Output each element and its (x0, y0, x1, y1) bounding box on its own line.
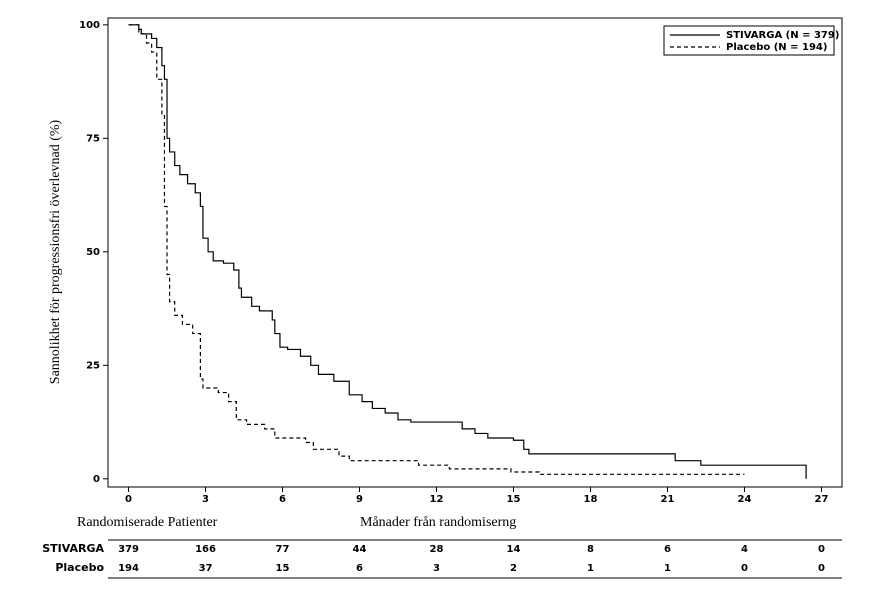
x-tick-label: 6 (279, 494, 286, 505)
x-tick-label: 18 (584, 494, 598, 505)
risk-count: 166 (195, 544, 216, 555)
legend-box (663, 25, 835, 56)
risk-count: 14 (507, 544, 521, 555)
x-tick-label: 21 (661, 494, 675, 505)
x-tick-label: 15 (507, 494, 521, 505)
x-tick-label: 9 (356, 494, 363, 505)
survival-curve (128, 24, 745, 475)
y-tick-label: 50 (86, 247, 100, 258)
legend-label: Placebo (N = 194) (726, 42, 827, 53)
risk-count: 44 (353, 544, 367, 555)
risk-count: 194 (118, 563, 139, 574)
x-tick-label: 24 (738, 494, 752, 505)
y-axis-label: Sannolikhet för progressionsfri överlevn… (48, 119, 63, 384)
risk-row-name: Placebo (55, 561, 104, 574)
risk-count: 77 (276, 544, 290, 555)
risk-count: 3 (433, 563, 440, 574)
risk-count: 0 (741, 563, 748, 574)
y-tick-label: 100 (79, 20, 100, 31)
plot-frame (107, 17, 843, 488)
risk-count: 8 (587, 544, 594, 555)
risk-count: 6 (356, 563, 363, 574)
risk-count: 15 (276, 563, 290, 574)
risk-count: 1 (664, 563, 671, 574)
legend-label: STIVARGA (N = 379) (726, 30, 839, 41)
x-tick-label: 3 (202, 494, 209, 505)
risk-count: 1 (587, 563, 594, 574)
y-tick-label: 25 (86, 360, 100, 371)
risk-count: 28 (430, 544, 444, 555)
risk-count: 37 (199, 563, 213, 574)
risk-row-name: STIVARGA (42, 542, 104, 555)
x-tick-label: 0 (125, 494, 132, 505)
risk-count: 379 (118, 544, 139, 555)
survival-curve (128, 24, 807, 479)
x-tick-label: 12 (430, 494, 444, 505)
risk-table-title: Randomiserade Patienter (77, 515, 218, 530)
x-axis-label: Månader från randomiserng (360, 515, 516, 530)
risk-count: 6 (664, 544, 671, 555)
risk-count: 4 (741, 544, 748, 555)
risk-count: 0 (818, 563, 825, 574)
y-tick-label: 75 (86, 133, 100, 144)
risk-count: 0 (818, 544, 825, 555)
y-tick-label: 0 (93, 474, 100, 485)
x-tick-label: 27 (815, 494, 829, 505)
risk-count: 2 (510, 563, 517, 574)
